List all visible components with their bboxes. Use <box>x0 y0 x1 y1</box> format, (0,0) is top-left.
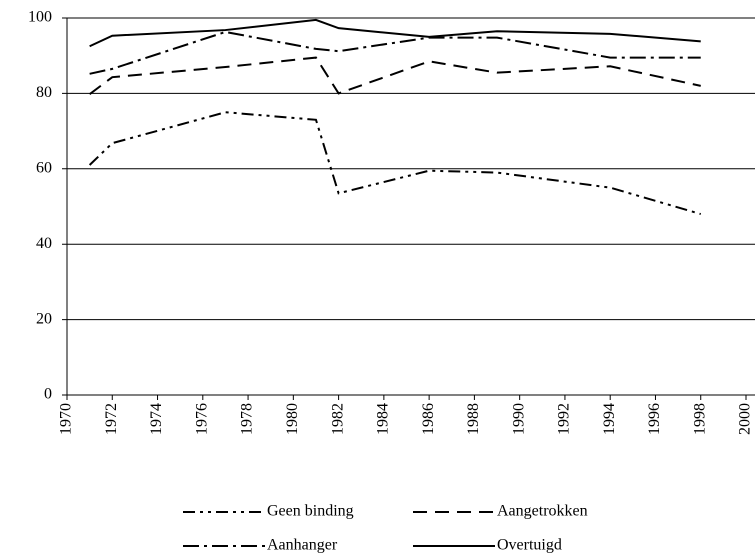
x-tick-label: 2000 <box>737 403 754 435</box>
y-tick-label: 100 <box>28 9 52 26</box>
x-tick-label: 1976 <box>193 403 210 435</box>
x-tick-label: 1988 <box>465 403 482 435</box>
series-line <box>89 56 701 95</box>
x-tick-label: 1972 <box>103 403 120 435</box>
legend-label: Geen binding <box>267 503 354 520</box>
legend-label: Overtuigd <box>497 537 562 554</box>
x-tick-label: 1996 <box>646 403 663 435</box>
x-tick-label: 1978 <box>239 403 256 435</box>
series-line <box>88 111 702 216</box>
x-tick-label: 1986 <box>420 403 437 435</box>
y-tick-label: 60 <box>36 159 52 176</box>
x-tick-label: 1990 <box>510 403 527 435</box>
legend-label: Aangetrokken <box>497 503 588 520</box>
x-tick-label: 1970 <box>58 403 75 435</box>
x-tick-label: 1980 <box>284 403 301 435</box>
x-tick-label: 1984 <box>375 403 392 435</box>
x-tick-label: 1994 <box>601 403 618 435</box>
y-tick-label: 80 <box>36 84 52 101</box>
series-line <box>89 30 701 75</box>
y-tick-label: 20 <box>36 310 52 327</box>
x-tick-label: 1998 <box>691 403 708 435</box>
x-tick-label: 1974 <box>148 403 165 435</box>
x-tick-label: 1982 <box>329 403 346 435</box>
x-tick-label: 1992 <box>556 403 573 435</box>
y-tick-label: 0 <box>44 386 52 403</box>
series-line <box>89 18 701 48</box>
y-tick-label: 40 <box>36 235 52 252</box>
legend-label: Aanhanger <box>267 537 338 554</box>
